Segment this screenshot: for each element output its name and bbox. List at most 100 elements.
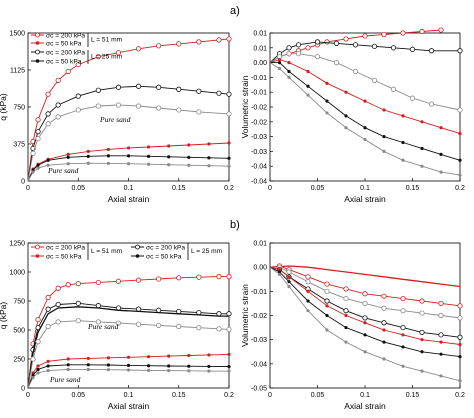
x-tick-label: 0.2 [224,185,234,192]
x-tick-label: 0.1 [360,392,370,399]
data-point [187,163,191,167]
legend-label: σc = 200 kPa [46,245,85,252]
data-point [458,354,462,359]
data-point [419,28,425,35]
data-point [35,135,41,142]
data-point [35,129,41,135]
data-point [115,50,122,56]
data-point [226,311,232,317]
data-point [457,334,463,340]
data-point [401,158,405,162]
data-point [457,48,463,54]
data-point [382,357,386,361]
data-point [362,315,368,321]
y-axis-label: q (kPa) [0,93,8,121]
data-point [216,90,222,96]
data-point [306,69,310,74]
y-axis-label: Volumetric strain [240,75,250,138]
data-point [75,318,81,324]
data-point [75,280,81,287]
data-point [126,154,131,158]
data-point [362,291,368,297]
x-tick-label: 0.2 [455,185,465,192]
data-point [86,149,90,153]
y-axis-label: Volumetric strain [240,284,250,347]
data-point [115,320,122,326]
data-point [363,99,367,103]
data-point [106,161,110,166]
data-point [420,350,424,354]
data-point [66,162,70,166]
data-point [207,156,211,160]
data-point [86,154,90,158]
data-point [196,39,202,45]
data-point [314,39,321,45]
data-point [363,137,367,142]
data-point [55,102,61,108]
data-point [46,158,50,162]
data-point [333,40,340,46]
data-point [286,51,292,57]
data-point [439,152,443,156]
y-tick-label: -0.05 [251,386,267,393]
data-point [196,88,202,94]
data-point [115,102,122,108]
y-tick-label: -0.04 [251,179,267,186]
data-point [45,323,51,330]
data-point [401,333,405,337]
data-point [55,114,61,120]
data-point [390,45,397,51]
series-line [269,265,461,288]
x-tick-label: 0.05 [311,392,325,399]
data-point [176,41,182,47]
y-tick-label: 0.01 [253,45,267,52]
y-tick-label: 375 [13,142,25,149]
data-point [156,322,162,328]
data-point [45,306,51,312]
data-point [55,285,61,291]
data-point [95,303,101,309]
y-tick-label: -0.02 [251,105,267,112]
data-point [277,270,282,274]
data-point [135,306,142,312]
legend-group-label: L = 25 mm [191,248,223,255]
data-point [135,46,142,52]
y-tick-label: 750 [13,299,25,306]
y-tick-label: 1500 [9,31,25,38]
data-point [344,313,348,318]
data-point [277,267,282,272]
data-point [306,289,310,293]
legend-label: σc = 50 kPa [46,254,82,261]
data-point [324,288,330,294]
data-point [147,145,151,149]
x-tick-label: 0 [26,185,30,192]
data-point [176,323,182,330]
data-point [344,114,348,118]
data-point [135,103,142,109]
data-point [207,142,211,146]
data-point [458,379,462,383]
data-point [75,61,81,68]
x-tick-label: 0.05 [311,185,325,192]
y-tick-label: -0.01 [251,289,267,296]
data-point [35,117,41,123]
y-tick-label: -0.02 [251,119,267,126]
data-point [277,66,282,71]
annotation-pure-sand: Pure sand [87,322,119,331]
data-point [95,279,101,286]
data-point [286,45,292,51]
data-point [381,320,387,326]
data-point [344,126,348,130]
data-point [227,164,231,168]
data-point [227,141,231,145]
data-point [419,298,425,304]
data-point [36,163,40,167]
data-point [352,42,359,48]
data-point [420,120,424,124]
data-point [126,363,131,367]
data-point [126,146,131,150]
data-point [305,274,311,280]
data-point [216,274,222,280]
series-line [269,62,461,176]
